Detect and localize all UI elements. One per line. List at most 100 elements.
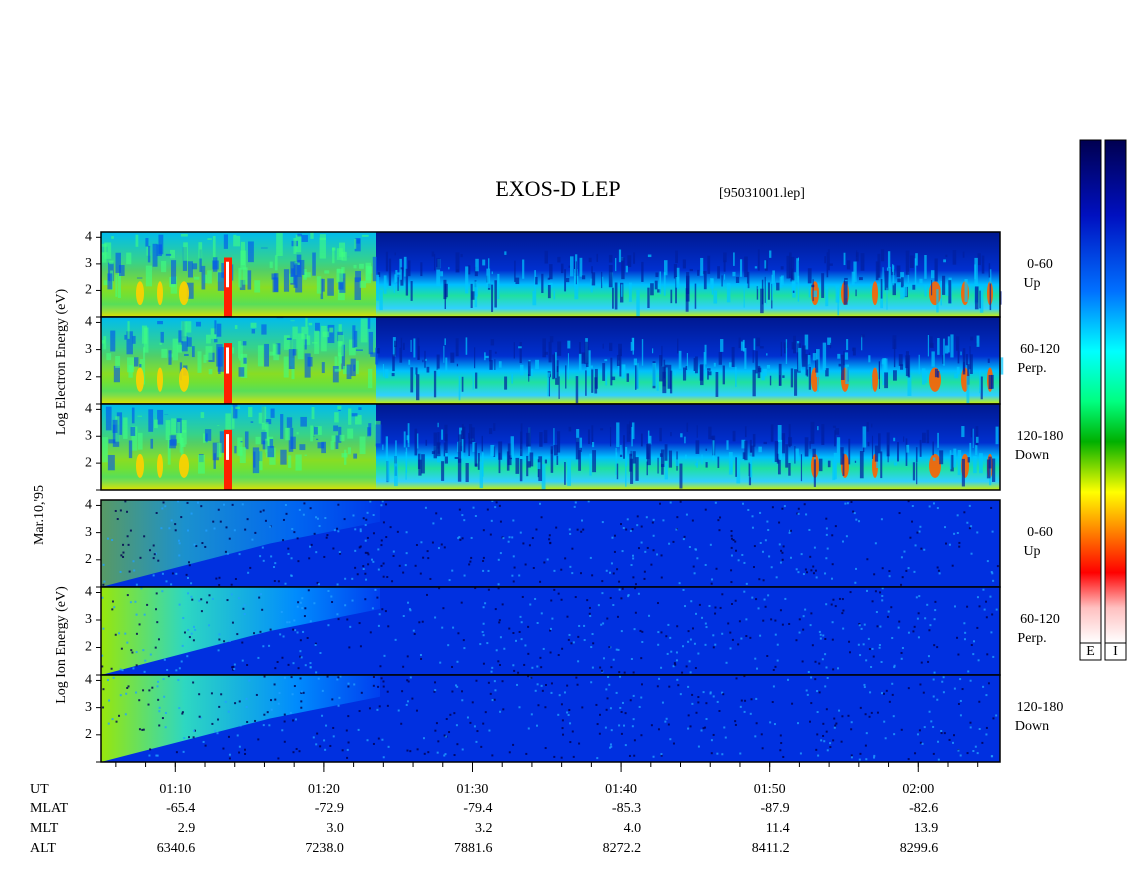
texture — [347, 685, 350, 688]
texture — [810, 421, 815, 444]
texture — [407, 680, 410, 683]
texture — [452, 626, 455, 629]
texture — [131, 407, 135, 424]
texture — [329, 744, 332, 747]
texture — [954, 373, 959, 379]
texture — [165, 420, 171, 441]
colorbar-label: E — [1086, 644, 1095, 659]
texture — [540, 666, 543, 669]
texture — [804, 334, 809, 350]
texture — [162, 678, 165, 681]
texture — [200, 598, 203, 601]
texture — [591, 633, 594, 636]
texture — [343, 518, 346, 521]
texture — [794, 369, 798, 396]
texture — [871, 435, 874, 459]
texture — [382, 756, 385, 759]
texture — [643, 577, 646, 580]
texture — [327, 624, 330, 627]
texture — [531, 666, 534, 669]
texture — [817, 426, 819, 431]
texture — [355, 238, 361, 244]
texture — [443, 546, 446, 549]
texture — [689, 671, 692, 674]
texture — [355, 349, 363, 351]
texture — [749, 636, 752, 639]
texture — [174, 523, 177, 526]
texture — [692, 565, 695, 568]
texture — [561, 647, 564, 650]
texture — [542, 647, 545, 650]
texture — [494, 359, 496, 370]
texture — [347, 715, 350, 718]
texture — [912, 462, 916, 481]
texture — [656, 377, 659, 391]
texture — [436, 751, 439, 754]
texture — [365, 578, 368, 581]
texture — [652, 362, 657, 386]
texture — [812, 572, 815, 575]
texture — [296, 605, 299, 608]
texture — [704, 643, 707, 646]
texture — [156, 754, 159, 757]
texture — [221, 262, 225, 278]
texture — [186, 501, 189, 504]
texture — [474, 587, 477, 590]
texture — [632, 718, 635, 721]
texture — [696, 425, 698, 438]
texture — [976, 531, 979, 534]
texture — [953, 687, 956, 690]
texture — [882, 692, 885, 695]
texture — [990, 506, 993, 509]
texture — [622, 526, 625, 529]
texture — [319, 651, 322, 654]
texture — [832, 739, 835, 742]
texture — [151, 686, 154, 689]
texture — [170, 583, 173, 586]
texture — [177, 679, 180, 682]
texture — [766, 364, 771, 369]
texture — [973, 456, 977, 474]
texture — [386, 458, 390, 482]
texture — [916, 462, 918, 485]
texture — [548, 341, 552, 363]
texture — [888, 700, 891, 703]
texture — [541, 273, 544, 294]
texture — [757, 249, 760, 271]
texture — [688, 546, 691, 549]
texture — [749, 452, 753, 478]
texture — [172, 338, 179, 361]
texture — [461, 748, 464, 751]
texture — [610, 357, 613, 386]
texture — [358, 546, 361, 549]
texture — [798, 631, 801, 634]
texture — [497, 587, 500, 590]
texture — [419, 653, 422, 656]
texture — [400, 267, 404, 270]
texture — [716, 700, 719, 703]
texture — [880, 518, 883, 521]
texture — [932, 441, 934, 456]
texture — [842, 609, 845, 612]
texture — [242, 607, 245, 610]
texture — [401, 690, 404, 693]
texture — [632, 338, 634, 355]
texture — [665, 635, 668, 638]
texture — [194, 729, 197, 732]
texture — [900, 364, 904, 370]
texture — [120, 554, 123, 557]
texture — [482, 556, 485, 559]
angle-range: 0-60 — [1027, 525, 1053, 540]
texture — [530, 676, 533, 679]
texture — [640, 433, 643, 447]
texture — [816, 711, 819, 714]
texture — [236, 734, 239, 737]
texture — [462, 426, 466, 453]
texture — [670, 289, 673, 304]
texture — [989, 269, 992, 285]
texture — [898, 512, 901, 515]
texture — [273, 683, 276, 686]
texture — [804, 437, 809, 457]
texture — [249, 566, 252, 569]
texture — [159, 342, 162, 345]
